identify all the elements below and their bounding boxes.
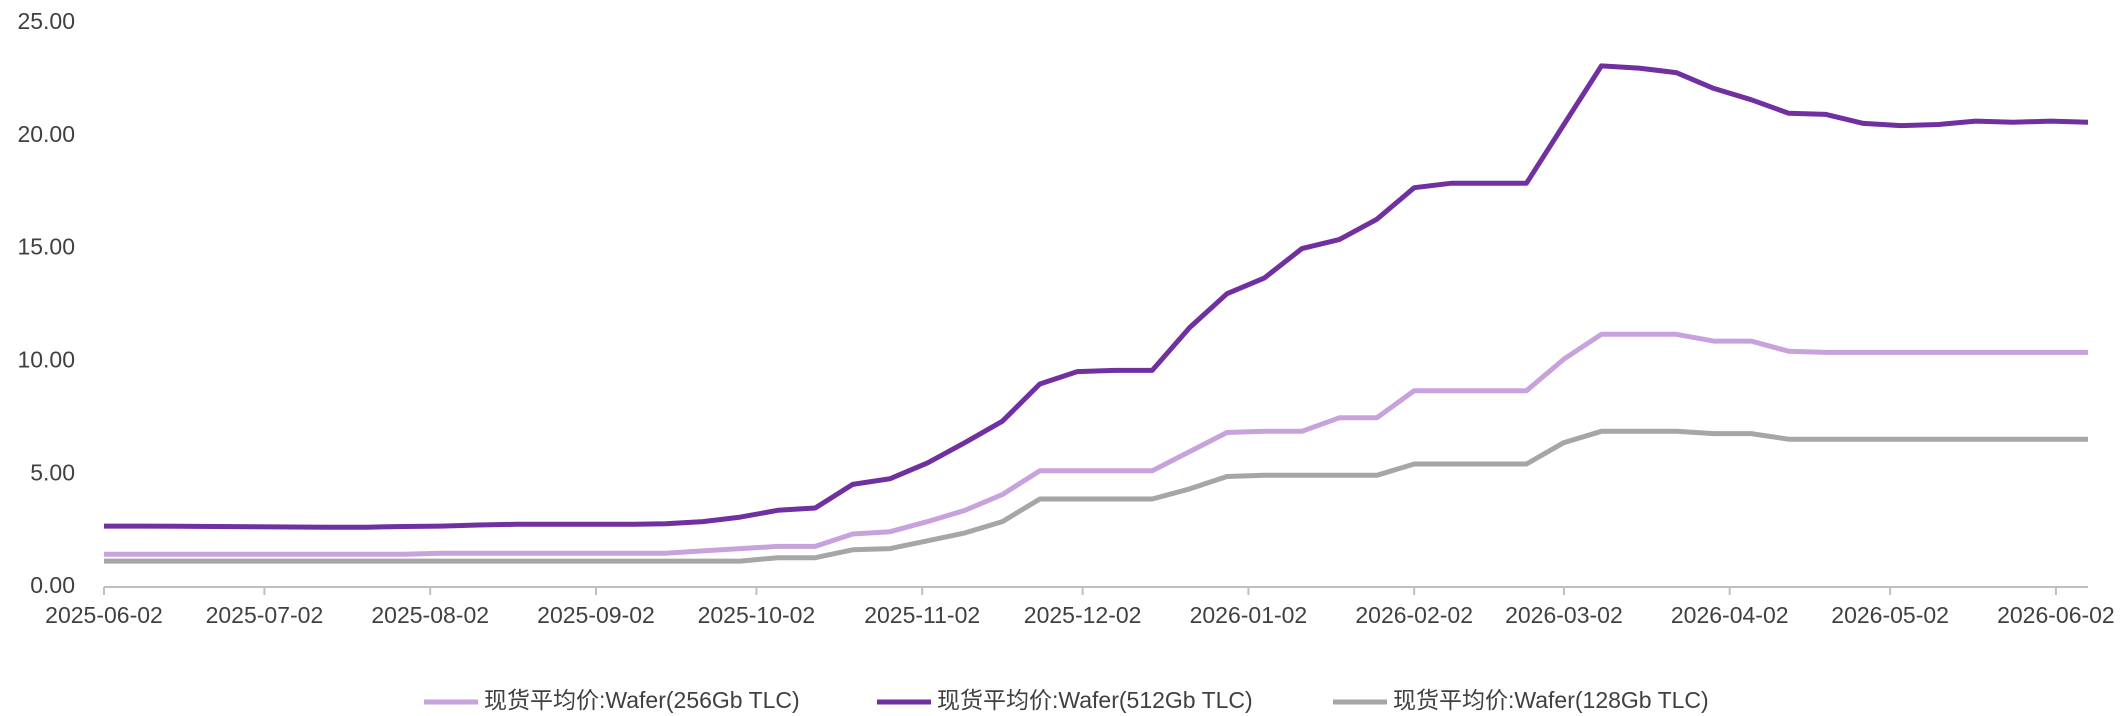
- x-tick-label: 2026-06-02: [1997, 602, 2115, 628]
- legend-label: 现货平均价:Wafer(128Gb TLC): [1393, 687, 1709, 713]
- y-tick-label: 25.00: [17, 8, 75, 34]
- x-tick-label: 2025-06-02: [45, 602, 163, 628]
- y-tick-label: 10.00: [17, 346, 75, 372]
- series-line: [104, 428, 2088, 564]
- x-tick-label: 2025-12-02: [1024, 602, 1142, 628]
- series-line: [104, 63, 2089, 530]
- x-tick-label: 2026-05-02: [1831, 602, 1949, 628]
- x-tick-label: 2025-09-02: [537, 602, 655, 628]
- x-tick-label: 2025-08-02: [371, 602, 489, 628]
- legend-label: 现货平均价:Wafer(256Gb TLC): [484, 687, 800, 713]
- y-tick-label: 20.00: [17, 121, 75, 147]
- x-tick-label: 2026-04-02: [1671, 602, 1789, 628]
- x-tick-label: 2026-03-02: [1505, 602, 1623, 628]
- legend-label: 现货平均价:Wafer(512Gb TLC): [937, 687, 1253, 713]
- x-tick-label: 2026-02-02: [1355, 602, 1473, 628]
- x-tick-label: 2026-01-02: [1190, 602, 1308, 628]
- series-line: [104, 331, 2088, 557]
- y-tick-label: 0.00: [30, 572, 75, 598]
- x-tick-label: 2025-11-02: [864, 602, 980, 628]
- y-tick-label: 15.00: [17, 234, 75, 260]
- x-tick-label: 2025-07-02: [206, 602, 324, 628]
- x-tick-label: 2025-10-02: [698, 602, 816, 628]
- y-tick-label: 5.00: [30, 459, 75, 485]
